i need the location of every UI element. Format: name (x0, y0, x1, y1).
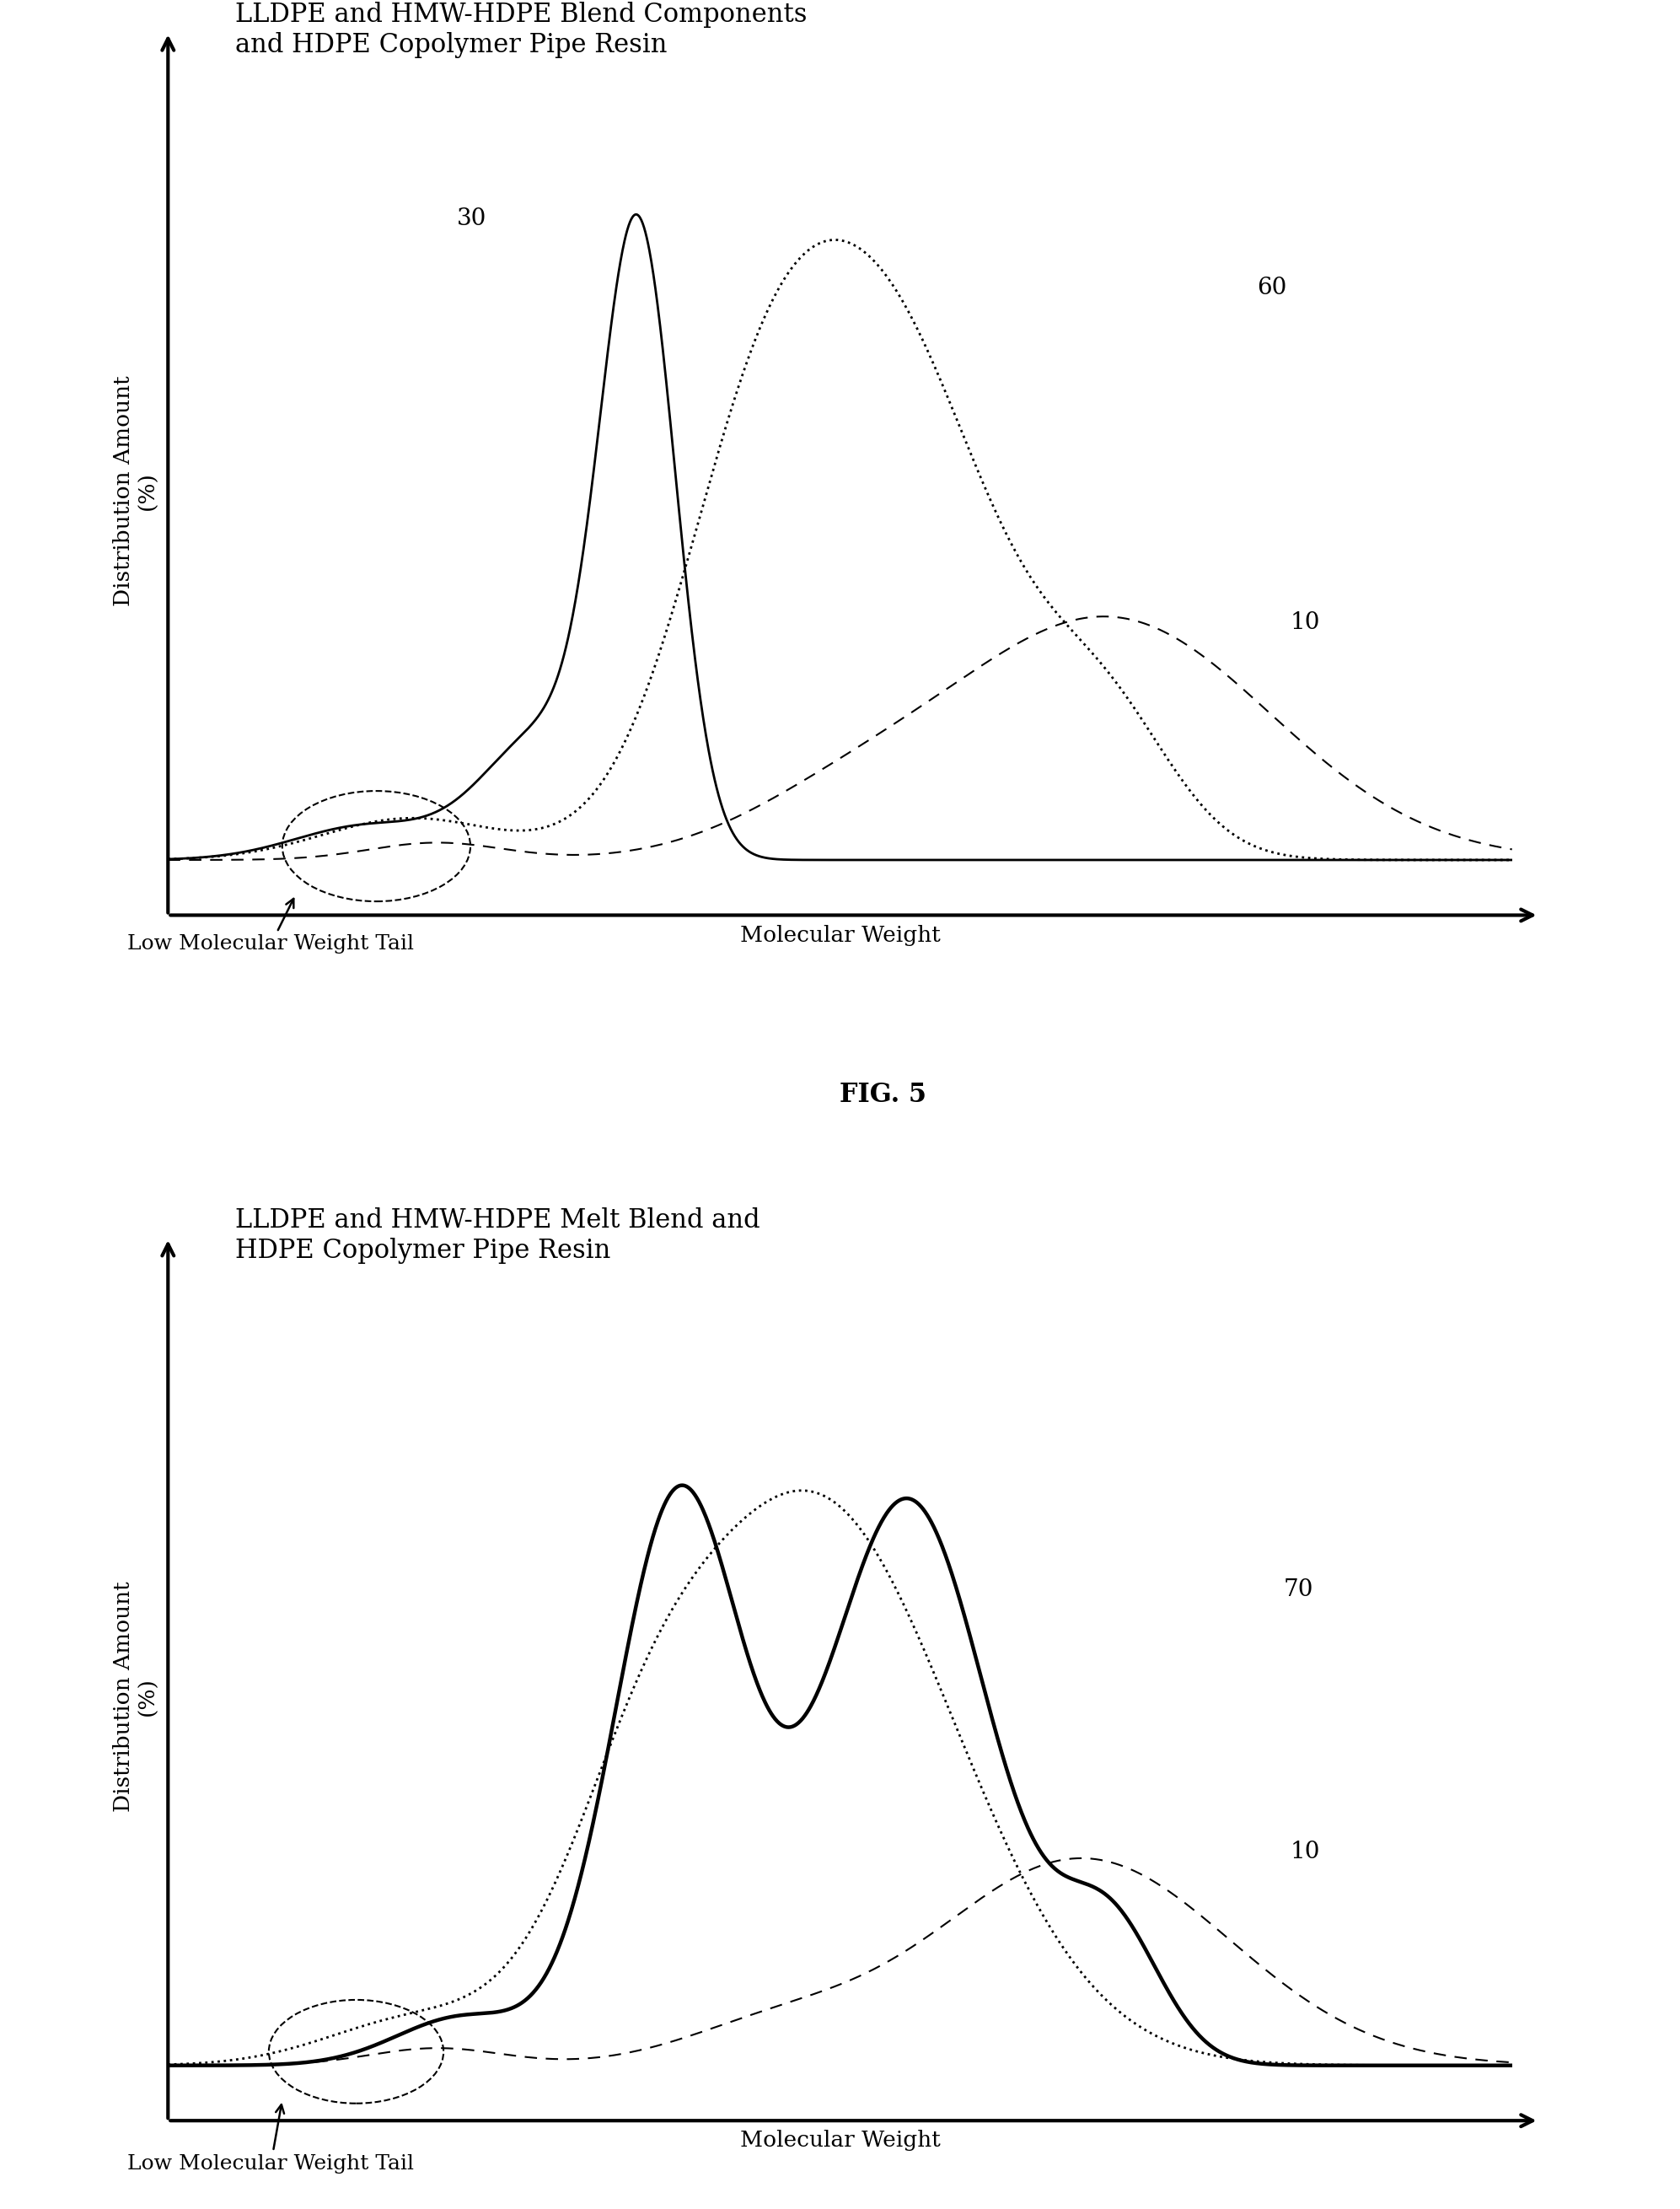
Text: Low Molecular Weight Tail: Low Molecular Weight Tail (128, 899, 415, 954)
Text: 60: 60 (1257, 276, 1287, 298)
Text: FIG. 5: FIG. 5 (840, 1082, 927, 1109)
Text: 70: 70 (1284, 1579, 1314, 1602)
Text: Low Molecular Weight Tail: Low Molecular Weight Tail (128, 2105, 415, 2174)
Text: LLDPE and HMW-HDPE Blend Components
and HDPE Copolymer Pipe Resin: LLDPE and HMW-HDPE Blend Components and … (235, 2, 806, 57)
Text: 10: 10 (1290, 1840, 1320, 1864)
Y-axis label: Distribution Amount
(%): Distribution Amount (%) (113, 1582, 158, 1811)
Y-axis label: Distribution Amount
(%): Distribution Amount (%) (113, 376, 158, 605)
Text: LLDPE and HMW-HDPE Melt Blend and
HDPE Copolymer Pipe Resin: LLDPE and HMW-HDPE Melt Blend and HDPE C… (235, 1208, 759, 1264)
Text: 30: 30 (457, 208, 487, 230)
Text: 10: 10 (1290, 612, 1320, 634)
X-axis label: Molecular Weight: Molecular Weight (739, 2129, 941, 2152)
X-axis label: Molecular Weight: Molecular Weight (739, 926, 941, 945)
